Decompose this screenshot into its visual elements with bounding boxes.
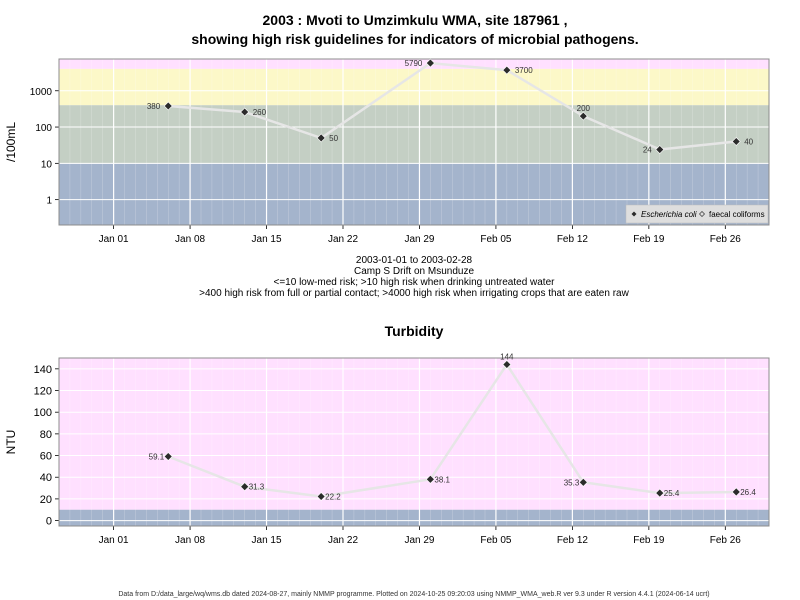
data-label: 40 bbox=[744, 137, 753, 146]
x-tick-label: Jan 29 bbox=[404, 234, 434, 245]
data-point bbox=[502, 360, 512, 369]
y-tick-label: 140 bbox=[34, 364, 52, 376]
data-label: 50 bbox=[329, 134, 338, 143]
data-point bbox=[163, 101, 173, 111]
x-tick-label: Jan 15 bbox=[252, 234, 282, 245]
data-label: 24 bbox=[643, 146, 652, 155]
y-tick-label: 100 bbox=[34, 407, 52, 419]
legend-box bbox=[625, 204, 769, 224]
data-label: 22.2 bbox=[325, 493, 341, 502]
guideline-note-1: <=10 low-med risk; >10 high risk when dr… bbox=[274, 277, 556, 288]
y-tick-label: 80 bbox=[40, 429, 52, 441]
legend: Escherichia coli faecal coliforms bbox=[625, 204, 769, 224]
data-point bbox=[655, 488, 665, 498]
data-label: 3700 bbox=[515, 66, 533, 75]
risk-band-2 bbox=[59, 105, 769, 164]
series-line bbox=[167, 363, 737, 498]
data-point bbox=[240, 482, 250, 492]
x-tick-label: Feb 05 bbox=[480, 535, 512, 546]
date-range-note: 2003-01-01 to 2003-02-28 bbox=[356, 255, 473, 266]
turbidity-title: Turbidity bbox=[385, 323, 444, 339]
data-point bbox=[425, 474, 435, 484]
x-tick-label: Feb 26 bbox=[710, 234, 742, 245]
legend-label-ecoli: Escherichia coli bbox=[641, 210, 697, 219]
x-tick-label: Feb 12 bbox=[557, 535, 589, 546]
data-label: 260 bbox=[253, 108, 267, 117]
y-axis-title: /100mL bbox=[4, 122, 18, 162]
chart-title-line1: 2003 : Mvoti to Umzimkulu WMA, site 1879… bbox=[263, 12, 568, 28]
data-label: 31.3 bbox=[249, 483, 265, 492]
y-tick-label: 10 bbox=[41, 159, 53, 170]
x-tick-label: Jan 08 bbox=[175, 535, 205, 546]
footer-note: Data from D:/data_large/wq/wms.db dated … bbox=[118, 591, 709, 598]
data-point bbox=[163, 452, 173, 461]
data-point bbox=[731, 487, 741, 497]
data-point bbox=[655, 145, 665, 154]
data-point bbox=[578, 477, 588, 487]
y-tick-label: 20 bbox=[40, 494, 52, 506]
legend-marker-filled bbox=[631, 211, 637, 217]
guideline-note-2: >400 high risk from full or partial cont… bbox=[199, 288, 629, 299]
x-tick-label: Feb 19 bbox=[633, 234, 665, 245]
chart-title-line2: showing high risk guidelines for indicat… bbox=[191, 31, 638, 47]
data-label: 35.3 bbox=[564, 478, 580, 487]
y-axis-title: NTU bbox=[4, 430, 18, 455]
data-label: 25.4 bbox=[664, 489, 680, 498]
x-tick-label: Jan 01 bbox=[99, 234, 129, 245]
plot-frame bbox=[58, 357, 770, 527]
y-tick-label: 1 bbox=[46, 196, 52, 207]
x-tick-label: Feb 12 bbox=[557, 234, 589, 245]
x-tick-label: Feb 26 bbox=[710, 535, 742, 546]
data-point bbox=[731, 137, 741, 146]
data-label: 38.1 bbox=[434, 475, 450, 484]
microbial-panel: Jan 01 Jan 08 Jan 15 Jan 22 Jan 29 Feb 05 Feb … bbox=[4, 58, 770, 245]
legend-marker-open bbox=[699, 211, 705, 217]
data-point bbox=[316, 492, 326, 501]
legend-label-faecal: faecal coliforms bbox=[709, 210, 765, 219]
y-tick-label: 120 bbox=[34, 386, 52, 398]
turbidity-panel: Jan 01 Jan 08 Jan 15 Jan 22 Jan 29 Feb 05 Feb … bbox=[4, 353, 770, 546]
y-tick-label: 1000 bbox=[30, 87, 53, 98]
risk-band-0 bbox=[59, 59, 769, 69]
y-tick-label: 0 bbox=[46, 516, 52, 528]
x-tick-label: Jan 29 bbox=[404, 535, 434, 546]
risk-band-1 bbox=[59, 509, 769, 526]
data-label: 59.1 bbox=[149, 453, 165, 462]
data-label: 200 bbox=[577, 104, 591, 113]
series-line bbox=[168, 61, 737, 151]
data-point bbox=[316, 133, 326, 143]
data-point bbox=[578, 111, 588, 121]
x-tick-label: Jan 22 bbox=[328, 535, 358, 546]
y-tick-label: 100 bbox=[35, 123, 52, 134]
data-label: 380 bbox=[147, 102, 161, 111]
site-name-note: Camp S Drift on Msunduze bbox=[354, 266, 474, 277]
x-tick-label: Jan 22 bbox=[328, 234, 358, 245]
data-point bbox=[502, 65, 512, 75]
data-point bbox=[240, 107, 250, 117]
plot-frame bbox=[58, 58, 770, 226]
data-label: 144 bbox=[500, 353, 514, 362]
x-tick-label: Jan 01 bbox=[99, 535, 129, 546]
x-tick-label: Jan 08 bbox=[175, 234, 205, 245]
data-label: 5790 bbox=[405, 59, 423, 68]
x-tick-label: Jan 15 bbox=[252, 535, 282, 546]
y-tick-label: 40 bbox=[40, 472, 52, 484]
y-tick-label: 60 bbox=[40, 451, 52, 463]
x-tick-label: Feb 19 bbox=[633, 535, 665, 546]
x-tick-label: Feb 05 bbox=[480, 234, 512, 245]
data-label: 26.4 bbox=[740, 488, 756, 497]
data-point bbox=[425, 58, 435, 68]
